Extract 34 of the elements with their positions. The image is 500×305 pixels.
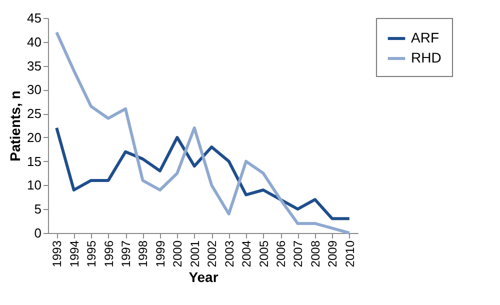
x-tick-label: 2006 — [274, 240, 288, 268]
x-tick-label: 2004 — [240, 240, 254, 268]
y-tick-label: 10 — [27, 178, 42, 193]
x-axis-title: Year — [188, 269, 219, 286]
x-tick-label: 1999 — [153, 240, 168, 268]
x-tick-label: 2008 — [308, 240, 322, 268]
legend-label: RHD — [411, 50, 442, 66]
x-tick-label: 2001 — [188, 240, 202, 268]
x-tick-label: 2003 — [222, 240, 236, 268]
y-tick-label: 45 — [27, 10, 42, 26]
x-tick-label: 2002 — [205, 240, 220, 268]
legend-label: ARF — [411, 30, 439, 46]
y-tick-label: 5 — [34, 202, 42, 217]
x-tick-label: 2007 — [291, 240, 306, 268]
x-tick-label: 2000 — [170, 240, 185, 268]
y-axis-title: Patients, n — [7, 90, 24, 162]
line-series — [55, 126, 351, 220]
x-tick-label: 1995 — [84, 240, 99, 268]
x-tick-label: 1993 — [50, 240, 64, 268]
y-tick-label: 35 — [27, 58, 42, 74]
y-tick-label: 40 — [27, 34, 42, 50]
y-tick-label: 30 — [27, 82, 42, 98]
y-tick-label: 0 — [34, 226, 42, 240]
line-series — [55, 30, 351, 234]
y-tick-label: 15 — [27, 154, 42, 169]
x-tick-label: 1998 — [136, 240, 150, 268]
x-tick-label: 1997 — [119, 240, 133, 268]
x-tick-label: 2010 — [342, 240, 357, 268]
x-tick-label: 2009 — [326, 240, 340, 268]
y-tick-label: 25 — [27, 106, 42, 122]
x-tick-label: 1996 — [102, 240, 116, 268]
x-tick-label: 1994 — [67, 240, 82, 268]
x-tick-label: 2005 — [256, 240, 271, 268]
y-tick-label: 20 — [27, 130, 42, 145]
